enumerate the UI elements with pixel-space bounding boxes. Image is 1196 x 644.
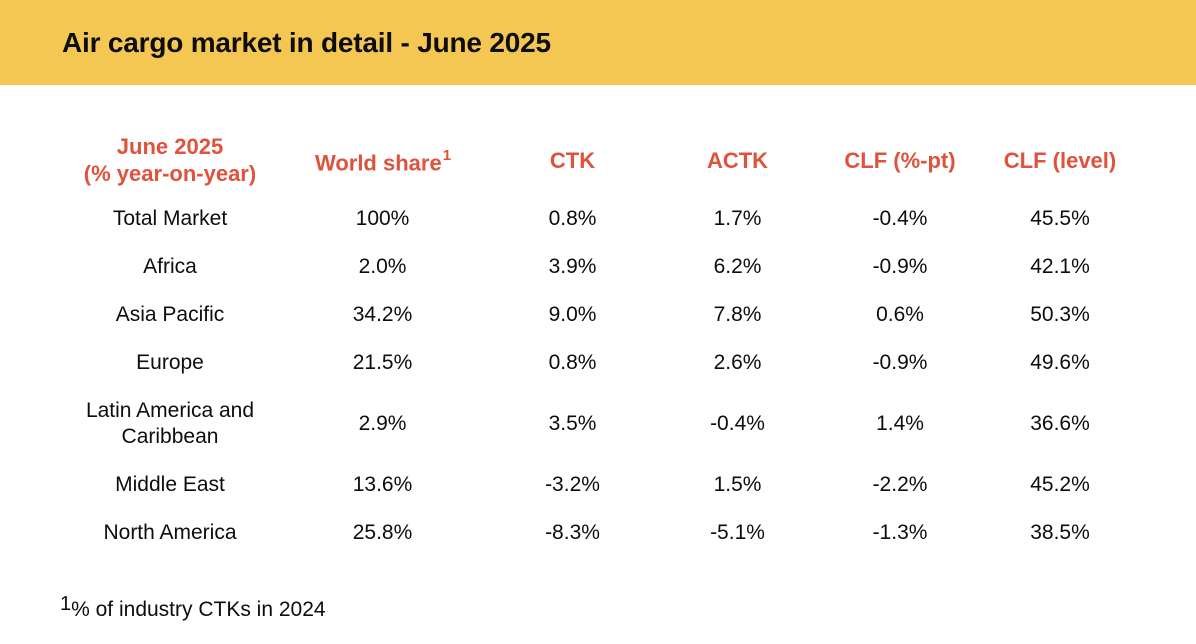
clf-pt-cell: 1.4% [876,412,924,435]
footnote-marker: 1 [60,593,72,615]
ctk-cell: 3.5% [548,412,597,435]
world-share-cell: 21.5% [352,351,413,374]
table-row-asia-pacific: Asia Pacific 34.2% 9.0% 7.8% 0.6% 50.3% [60,291,1135,339]
actk-cell: -0.4% [710,412,765,435]
world-share-cell: 2.0% [358,255,407,278]
actk-cell: 1.7% [713,207,762,230]
region-cell: Latin America and Caribbean [85,399,255,448]
col-header-clf-pt: CLF (%-pt) [844,147,956,173]
world-share-cell: 34.2% [352,303,413,326]
table-header-row: June 2025 (% year-on-year) World share1 … [60,125,1135,195]
ctk-cell: -8.3% [545,521,600,544]
actk-cell: 6.2% [713,255,762,278]
clf-level-cell: 36.6% [1030,412,1090,435]
clf-level-cell: 45.2% [1030,473,1090,496]
actk-cell: 7.8% [713,303,762,326]
col-header-actk: ACTK [706,147,769,173]
clf-level-cell: 50.3% [1030,303,1090,326]
clf-pt-cell: 0.6% [876,303,924,326]
region-cell: North America [103,521,237,544]
actk-cell: 1.5% [713,473,762,496]
table-row-europe: Europe 21.5% 0.8% 2.6% -0.9% 49.6% [60,339,1135,387]
col-header-ctk: CTK [549,147,596,173]
title-banner: Air cargo market in detail - June 2025 [0,0,1196,85]
air-cargo-table: June 2025 (% year-on-year) World share1 … [60,125,1135,557]
col-header-world-share: World share1 [280,125,485,195]
table-row-north-america: North America 25.8% -8.3% -5.1% -1.3% 38… [60,509,1135,557]
col-header-period: June 2025 (% year-on-year) [60,125,280,195]
clf-pt-cell: -1.3% [872,521,928,544]
region-cell: Middle East [115,473,225,496]
clf-level-cell: 42.1% [1030,255,1090,278]
clf-level-cell: 38.5% [1030,521,1090,544]
col-header-clf-level: CLF (level) [1003,147,1117,173]
footnote-text: % of industry CTKs in 2024 [71,598,326,621]
footnote-marker-superscript: 1 [442,146,452,164]
ctk-cell: -3.2% [545,473,600,496]
ctk-cell: 0.8% [548,351,597,374]
ctk-cell: 3.9% [548,255,597,278]
world-share-cell: 25.8% [352,521,413,544]
actk-cell: -5.1% [710,521,765,544]
world-share-cell: 13.6% [352,473,413,496]
table-row-latin-america-caribbean: Latin America and Caribbean 2.9% 3.5% -0… [60,387,1135,461]
col-header-period-line1: June 2025 [116,134,224,159]
region-cell: Asia Pacific [115,303,225,326]
clf-pt-cell: -2.2% [872,473,928,496]
world-share-cell: 100% [355,207,410,230]
region-cell: Africa [143,255,197,278]
world-share-label: World share [314,150,442,176]
col-header-period-line2: (% year-on-year) [83,161,257,186]
region-cell: Total Market [112,207,228,230]
region-cell: Europe [136,351,204,374]
footnote: 1% of industry CTKs in 2024 [60,591,1196,622]
world-share-cell: 2.9% [358,412,407,435]
clf-pt-cell: -0.4% [872,207,928,230]
table-row-total-market: Total Market 100% 0.8% 1.7% -0.4% 45.5% [60,195,1135,243]
ctk-cell: 9.0% [548,303,597,326]
table-row-middle-east: Middle East 13.6% -3.2% 1.5% -2.2% 45.2% [60,461,1135,509]
clf-pt-cell: -0.9% [872,351,928,374]
ctk-cell: 0.8% [548,207,597,230]
clf-pt-cell: -0.9% [872,255,928,278]
actk-cell: 2.6% [713,351,762,374]
clf-level-cell: 45.5% [1030,207,1090,230]
page-title: Air cargo market in detail - June 2025 [62,26,551,58]
clf-level-cell: 49.6% [1030,351,1090,374]
table-row-africa: Africa 2.0% 3.9% 6.2% -0.9% 42.1% [60,243,1135,291]
